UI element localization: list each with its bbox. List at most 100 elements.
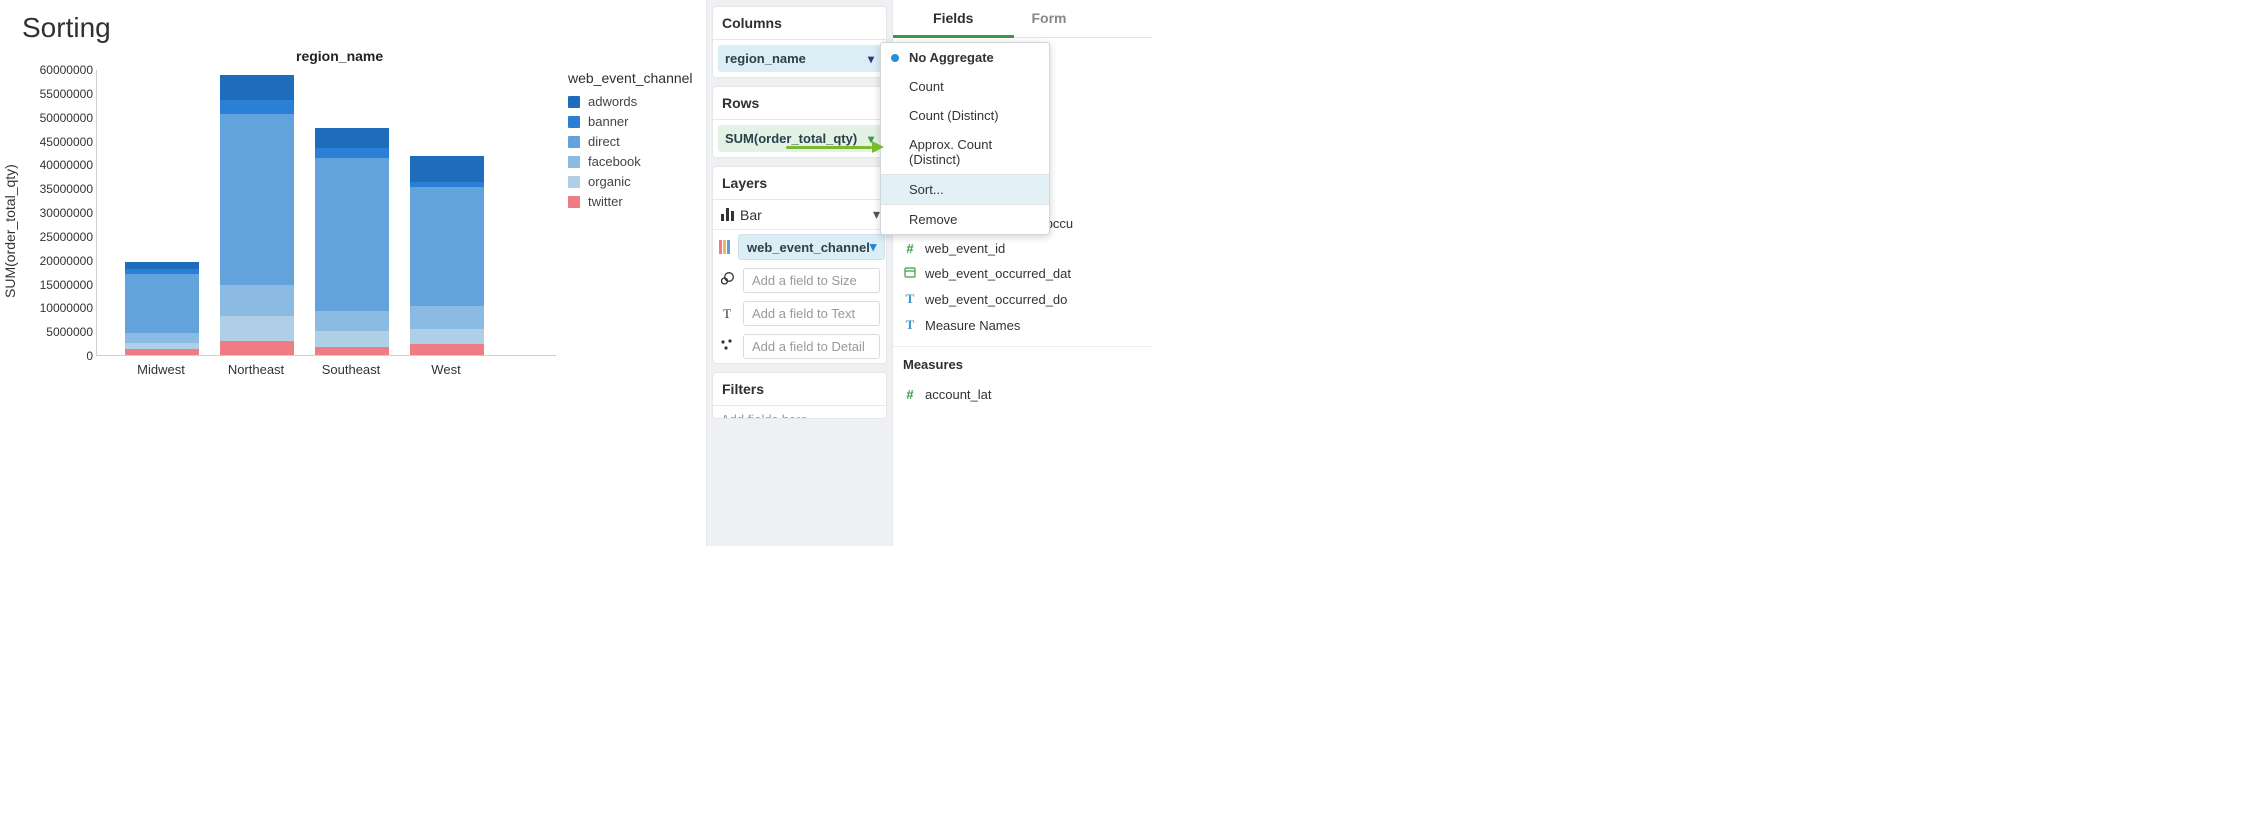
tab-format[interactable]: Form bbox=[1014, 0, 1153, 37]
chevron-down-icon: ▾ bbox=[868, 52, 874, 66]
right-tabs: Fields Form bbox=[893, 0, 1152, 38]
menu-item-no-aggregate[interactable]: No Aggregate bbox=[881, 43, 1049, 72]
detail-field-input[interactable]: Add a field to Detail bbox=[743, 334, 880, 359]
y-tick: 35000000 bbox=[40, 182, 93, 196]
menu-item-approx-count-distinct[interactable]: Approx. Count (Distinct) bbox=[881, 130, 1049, 174]
y-tick: 40000000 bbox=[40, 158, 93, 172]
field-measure-names[interactable]: T Measure Names bbox=[893, 312, 1152, 338]
segment-adwords bbox=[410, 156, 484, 182]
layers-shelf: Layers Bar ▾ web_event_channel ▾ Add bbox=[712, 166, 887, 364]
y-tick: 25000000 bbox=[40, 230, 93, 244]
chevron-down-icon: ▾ bbox=[873, 206, 880, 223]
legend-label: direct bbox=[588, 134, 620, 149]
field-type-icon: # bbox=[903, 241, 917, 256]
rows-pill-label: SUM(order_total_qty) bbox=[725, 131, 857, 146]
legend-item-facebook[interactable]: facebook bbox=[568, 154, 693, 169]
bar-northeast[interactable] bbox=[220, 75, 294, 355]
chart-title: region_name bbox=[296, 48, 383, 64]
legend-item-organic[interactable]: organic bbox=[568, 174, 693, 189]
y-tick: 50000000 bbox=[40, 111, 93, 125]
field-label: Measure Names bbox=[925, 318, 1020, 333]
rows-pill[interactable]: SUM(order_total_qty) ▾ bbox=[718, 125, 881, 152]
field-account_lat[interactable]: # account_lat bbox=[893, 382, 1152, 407]
text-field-input[interactable]: Add a field to Text bbox=[743, 301, 880, 326]
legend-item-twitter[interactable]: twitter bbox=[568, 194, 693, 209]
field-web_event_occurred_do[interactable]: Tweb_event_occurred_do bbox=[893, 286, 1152, 312]
x-label: Southeast bbox=[322, 362, 381, 377]
y-tick: 10000000 bbox=[40, 301, 93, 315]
field-label: account_lat bbox=[925, 387, 992, 402]
legend-item-banner[interactable]: banner bbox=[568, 114, 693, 129]
segment-banner bbox=[315, 148, 389, 158]
chevron-down-icon: ▾ bbox=[870, 239, 877, 255]
x-label: Midwest bbox=[137, 362, 185, 377]
chart-legend: web_event_channel adwords banner direct fac… bbox=[568, 70, 693, 214]
segment-facebook bbox=[410, 306, 484, 329]
rows-label: Rows bbox=[713, 87, 886, 120]
bar-west[interactable] bbox=[410, 156, 484, 355]
layers-label: Layers bbox=[713, 167, 886, 200]
y-axis-label: SUM(order_total_qty) bbox=[2, 164, 18, 298]
legend-label: facebook bbox=[588, 154, 641, 169]
rows-shelf: Rows SUM(order_total_qty) ▾ bbox=[712, 86, 887, 158]
columns-pill[interactable]: region_name ▾ bbox=[718, 45, 881, 72]
size-encoding-row: Add a field to Size bbox=[713, 264, 886, 297]
legend-label: banner bbox=[588, 114, 628, 129]
legend-swatch bbox=[568, 136, 580, 148]
bar-midwest[interactable] bbox=[125, 262, 199, 355]
segment-adwords bbox=[315, 128, 389, 148]
x-label: Northeast bbox=[228, 362, 284, 377]
mark-type-select[interactable]: Bar ▾ bbox=[713, 200, 886, 230]
segment-direct bbox=[125, 274, 199, 334]
filters-label: Filters bbox=[713, 373, 886, 406]
field-type-icon bbox=[903, 266, 917, 281]
legend-item-adwords[interactable]: adwords bbox=[568, 94, 693, 109]
size-field-input[interactable]: Add a field to Size bbox=[743, 268, 880, 293]
tab-fields[interactable]: Fields bbox=[893, 0, 1014, 38]
menu-item-count[interactable]: Count bbox=[881, 72, 1049, 101]
menu-item-sort[interactable]: Sort... bbox=[881, 175, 1049, 204]
color-field-pill[interactable]: web_event_channel ▾ bbox=[738, 234, 885, 260]
bar-chart-icon bbox=[721, 208, 734, 221]
y-tick: 20000000 bbox=[40, 254, 93, 268]
legend-item-direct[interactable]: direct bbox=[568, 134, 693, 149]
y-tick: 45000000 bbox=[40, 135, 93, 149]
menu-item-count-distinct[interactable]: Count (Distinct) bbox=[881, 101, 1049, 130]
color-field-label: web_event_channel bbox=[747, 240, 870, 255]
chevron-down-icon: ▾ bbox=[868, 132, 874, 146]
measures-list: # account_lat bbox=[893, 378, 1152, 411]
y-tick: 30000000 bbox=[40, 206, 93, 220]
bar-southeast[interactable] bbox=[315, 128, 389, 355]
legend-swatch bbox=[568, 196, 580, 208]
detail-icon bbox=[719, 338, 735, 355]
color-encoding-row: web_event_channel ▾ bbox=[713, 230, 886, 264]
segment-direct bbox=[315, 158, 389, 311]
segment-twitter bbox=[220, 341, 294, 355]
aggregate-menu[interactable]: No AggregateCountCount (Distinct)Approx.… bbox=[880, 42, 1050, 235]
filters-placeholder[interactable]: Add fields here bbox=[721, 412, 808, 418]
field-label: web_event_occurred_do bbox=[925, 292, 1067, 307]
segment-adwords bbox=[220, 75, 294, 100]
x-label: West bbox=[431, 362, 460, 377]
detail-encoding-row: Add a field to Detail bbox=[713, 330, 886, 363]
field-web_event_id[interactable]: #web_event_id bbox=[893, 236, 1152, 261]
field-type-icon: # bbox=[903, 387, 917, 402]
page-title: Sorting bbox=[22, 12, 111, 44]
menu-item-remove[interactable]: Remove bbox=[881, 205, 1049, 234]
field-label: web_event_occurred_dat bbox=[925, 266, 1071, 281]
segment-twitter bbox=[125, 349, 199, 355]
shelves-panel: Columns region_name ▾ Rows SUM(order_tot… bbox=[706, 0, 892, 546]
y-tick: 55000000 bbox=[40, 87, 93, 101]
columns-label: Columns bbox=[713, 7, 886, 40]
columns-pill-label: region_name bbox=[725, 51, 806, 66]
legend-title: web_event_channel bbox=[568, 70, 693, 86]
legend-swatch bbox=[568, 156, 580, 168]
segment-facebook bbox=[315, 311, 389, 331]
columns-shelf: Columns region_name ▾ bbox=[712, 6, 887, 78]
segment-organic bbox=[410, 329, 484, 344]
chart-plot-area bbox=[96, 70, 556, 356]
field-web_event_occurred_dat[interactable]: web_event_occurred_dat bbox=[893, 261, 1152, 286]
segment-adwords bbox=[125, 262, 199, 270]
legend-label: twitter bbox=[588, 194, 623, 209]
field-type-icon: T bbox=[903, 317, 917, 333]
